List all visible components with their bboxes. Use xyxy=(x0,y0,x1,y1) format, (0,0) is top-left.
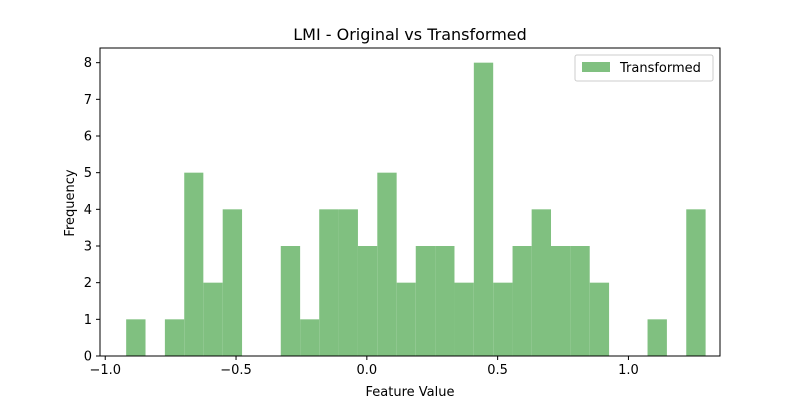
y-tick-label: 8 xyxy=(84,56,92,71)
y-axis-ticks: 0 1 2 3 4 5 6 7 8 xyxy=(84,56,100,365)
legend-label-transformed: Transformed xyxy=(619,61,701,76)
y-tick-label: 7 xyxy=(84,93,92,108)
chart-title: LMI - Original vs Transformed xyxy=(293,25,527,44)
x-tick-label: 0.5 xyxy=(487,363,508,378)
x-tick-label: −1.0 xyxy=(89,363,121,378)
y-axis-label: Frequency xyxy=(63,169,78,236)
y-tick-label: 6 xyxy=(84,130,92,145)
histogram-bar xyxy=(647,319,667,356)
histogram-bar xyxy=(589,282,610,356)
x-axis-label: Feature Value xyxy=(366,385,455,400)
histogram-bar xyxy=(415,246,436,356)
legend-box xyxy=(574,54,714,82)
x-tick-label: 1.0 xyxy=(618,363,639,378)
histogram-bar xyxy=(377,172,397,356)
x-tick-label: 0.0 xyxy=(356,363,377,378)
histogram-bar xyxy=(222,209,243,356)
histogram-bar xyxy=(686,209,706,356)
histogram-bar xyxy=(512,246,532,356)
histogram-bar xyxy=(280,246,301,356)
histogram-bar xyxy=(570,246,590,356)
axes-frame xyxy=(99,47,721,357)
histogram-bar xyxy=(473,62,494,357)
legend: Transformed xyxy=(574,54,714,82)
y-tick-label: 2 xyxy=(84,276,92,291)
histogram-bar xyxy=(396,282,416,356)
histogram-bar xyxy=(357,246,378,356)
y-tick-label: 3 xyxy=(84,240,92,255)
histogram-bar xyxy=(531,209,552,356)
y-tick-label: 5 xyxy=(84,166,92,181)
y-tick-label: 1 xyxy=(84,313,92,328)
histogram-bar xyxy=(300,319,320,356)
histogram-bar xyxy=(338,209,358,356)
x-tick-label: −0.5 xyxy=(220,363,252,378)
histogram-bar xyxy=(454,282,474,356)
histogram-bar xyxy=(126,319,146,356)
legend-swatch-transformed xyxy=(582,62,610,72)
y-tick-label: 4 xyxy=(84,203,92,218)
histogram-bar xyxy=(435,246,455,356)
bars-group xyxy=(126,62,706,357)
x-axis-ticks: −1.0 −0.5 0.0 0.5 1.0 xyxy=(89,356,639,378)
histogram-bar xyxy=(184,172,204,356)
histogram-bar xyxy=(493,282,513,356)
y-tick-label: 0 xyxy=(84,350,92,365)
histogram-bar xyxy=(203,282,223,356)
histogram-bar xyxy=(164,319,185,356)
histogram-bar xyxy=(551,246,571,356)
histogram-bar xyxy=(319,209,339,356)
